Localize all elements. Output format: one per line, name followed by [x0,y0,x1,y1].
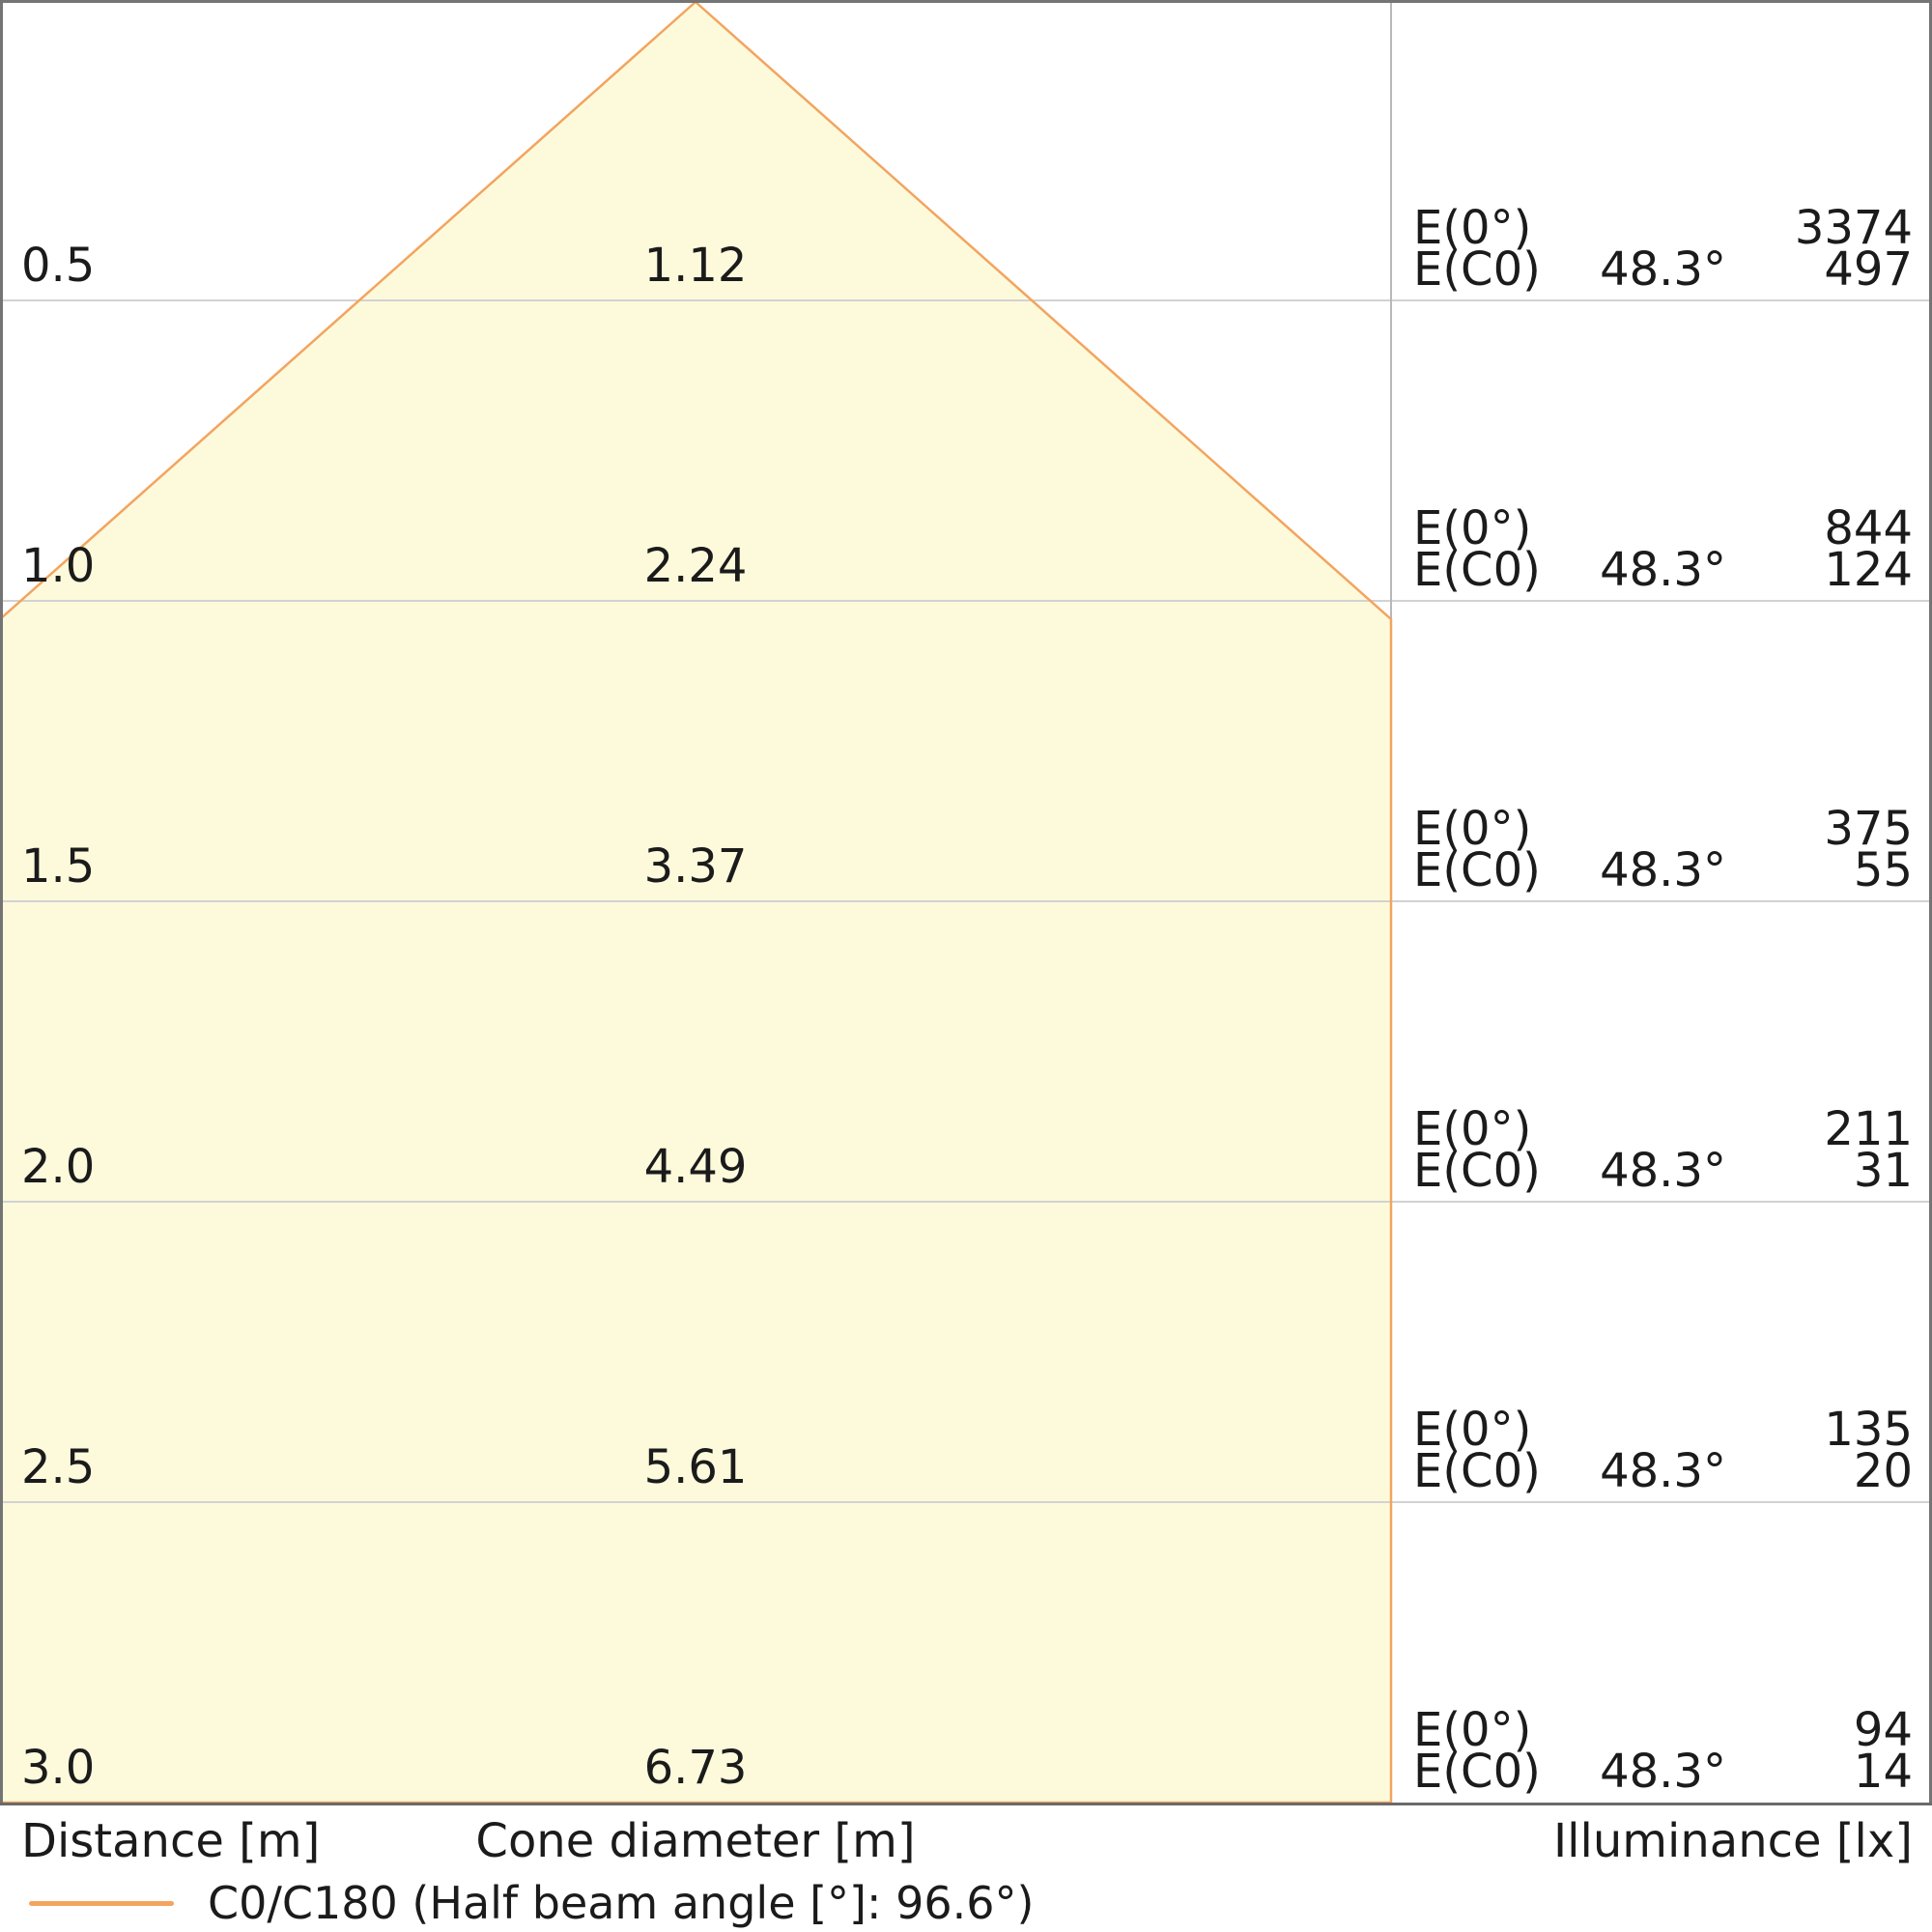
e0-line: E(0°) 844 [1413,501,1913,555]
e0-value: 375 [1824,802,1913,856]
e0-line: E(0°) 375 [1413,802,1913,856]
e0-label: E(0°) [1413,1102,1532,1156]
x-axis-label-illuminance: Illuminance [lx] [1553,1814,1913,1868]
ec0-line: E(C0) 48.3° 124 [1413,543,1913,597]
ec0-label: E(C0) [1413,843,1541,897]
ec0-label: E(C0) [1413,242,1541,297]
ec0-line: E(C0) 48.3° 55 [1413,843,1913,897]
light-cone-fill [0,2,1391,1803]
gridline-0.5m [0,299,1932,301]
ec0-line: E(C0) 48.3° 31 [1413,1144,1913,1198]
e0-label: E(0°) [1413,802,1532,856]
gridline-2.0m [0,1201,1932,1203]
gridline-2.5m [0,1501,1932,1503]
ec0-value: 31 [1853,1144,1913,1198]
e0-value: 3374 [1794,201,1913,255]
cone-diameter-value: 4.49 [643,1140,748,1194]
ec0-label: E(C0) [1413,1444,1541,1498]
ec0-value: 55 [1853,843,1913,897]
cone-diameter-value: 5.61 [643,1440,748,1494]
beam-half-angle: 48.3° [1600,843,1726,897]
cone-diameter-value: 2.24 [643,539,748,593]
e0-label: E(0°) [1413,501,1532,555]
ec0-value: 14 [1853,1745,1913,1799]
beam-half-angle: 48.3° [1600,543,1726,597]
ec0-label: E(C0) [1413,1745,1541,1799]
illuminance-row: E(0°) 3374 E(C0) 48.3° 497 [1391,200,1932,297]
e0-line: E(0°) 211 [1413,1102,1913,1156]
chart-border-left [0,0,3,1805]
gridline-1.0m [0,600,1932,602]
distance-label: 1.0 [21,539,96,593]
ec0-label: E(C0) [1413,1144,1541,1198]
distance-label: 3.0 [21,1741,96,1795]
e0-line: E(0°) 135 [1413,1403,1913,1457]
ec0-line: E(C0) 48.3° 14 [1413,1745,1913,1799]
e0-value: 844 [1824,501,1913,555]
ec0-line: E(C0) 48.3° 20 [1413,1444,1913,1498]
chart-border-right [1929,0,1932,1805]
x-axis-label-cone-diameter: Cone diameter [m] [475,1814,916,1868]
beam-half-angle: 48.3° [1600,1144,1726,1198]
e0-value: 211 [1824,1102,1913,1156]
beam-half-angle: 48.3° [1600,242,1726,297]
e0-value: 94 [1853,1703,1913,1757]
cone-diameter-value: 6.73 [643,1741,748,1795]
chart-area: 0.5 1.0 1.5 2.0 2.5 3.0 1.12 2.24 3.37 4… [0,0,1932,1805]
e0-label: E(0°) [1413,201,1532,255]
beam-half-angle: 48.3° [1600,1745,1726,1799]
illuminance-row: E(0°) 844 E(C0) 48.3° 124 [1391,500,1932,597]
chart-border-top [0,0,1932,3]
illuminance-row: E(0°) 94 E(C0) 48.3° 14 [1391,1702,1932,1799]
e0-line: E(0°) 3374 [1413,201,1913,255]
ec0-label: E(C0) [1413,543,1541,597]
e0-line: E(0°) 94 [1413,1703,1913,1757]
distance-label: 1.5 [21,839,96,894]
legend: C0/C180 (Half beam angle [°]: 96.6°) [0,1876,1932,1930]
distance-label: 2.0 [21,1140,96,1194]
e0-label: E(0°) [1413,1403,1532,1457]
distance-label: 2.5 [21,1440,96,1494]
chart-border-bottom [0,1803,1932,1805]
illuminance-row: E(0°) 211 E(C0) 48.3° 31 [1391,1101,1932,1198]
beam-half-angle: 48.3° [1600,1444,1726,1498]
illuminance-row: E(0°) 375 E(C0) 48.3° 55 [1391,801,1932,897]
cone-diameter-value: 3.37 [643,839,748,894]
ec0-value: 20 [1853,1444,1913,1498]
x-axis-label-distance: Distance [m] [21,1814,321,1868]
ec0-line: E(C0) 48.3° 497 [1413,242,1913,297]
legend-line-swatch [29,1901,174,1906]
e0-value: 135 [1824,1403,1913,1457]
gridline-1.5m [0,900,1932,902]
illuminance-row: E(0°) 135 E(C0) 48.3° 20 [1391,1402,1932,1498]
ec0-value: 497 [1824,242,1913,297]
e0-label: E(0°) [1413,1703,1532,1757]
distance-label: 0.5 [21,239,96,293]
ec0-value: 124 [1824,543,1913,597]
cone-diameter-value: 1.12 [643,239,748,293]
legend-label: C0/C180 (Half beam angle [°]: 96.6°) [208,1877,1035,1929]
